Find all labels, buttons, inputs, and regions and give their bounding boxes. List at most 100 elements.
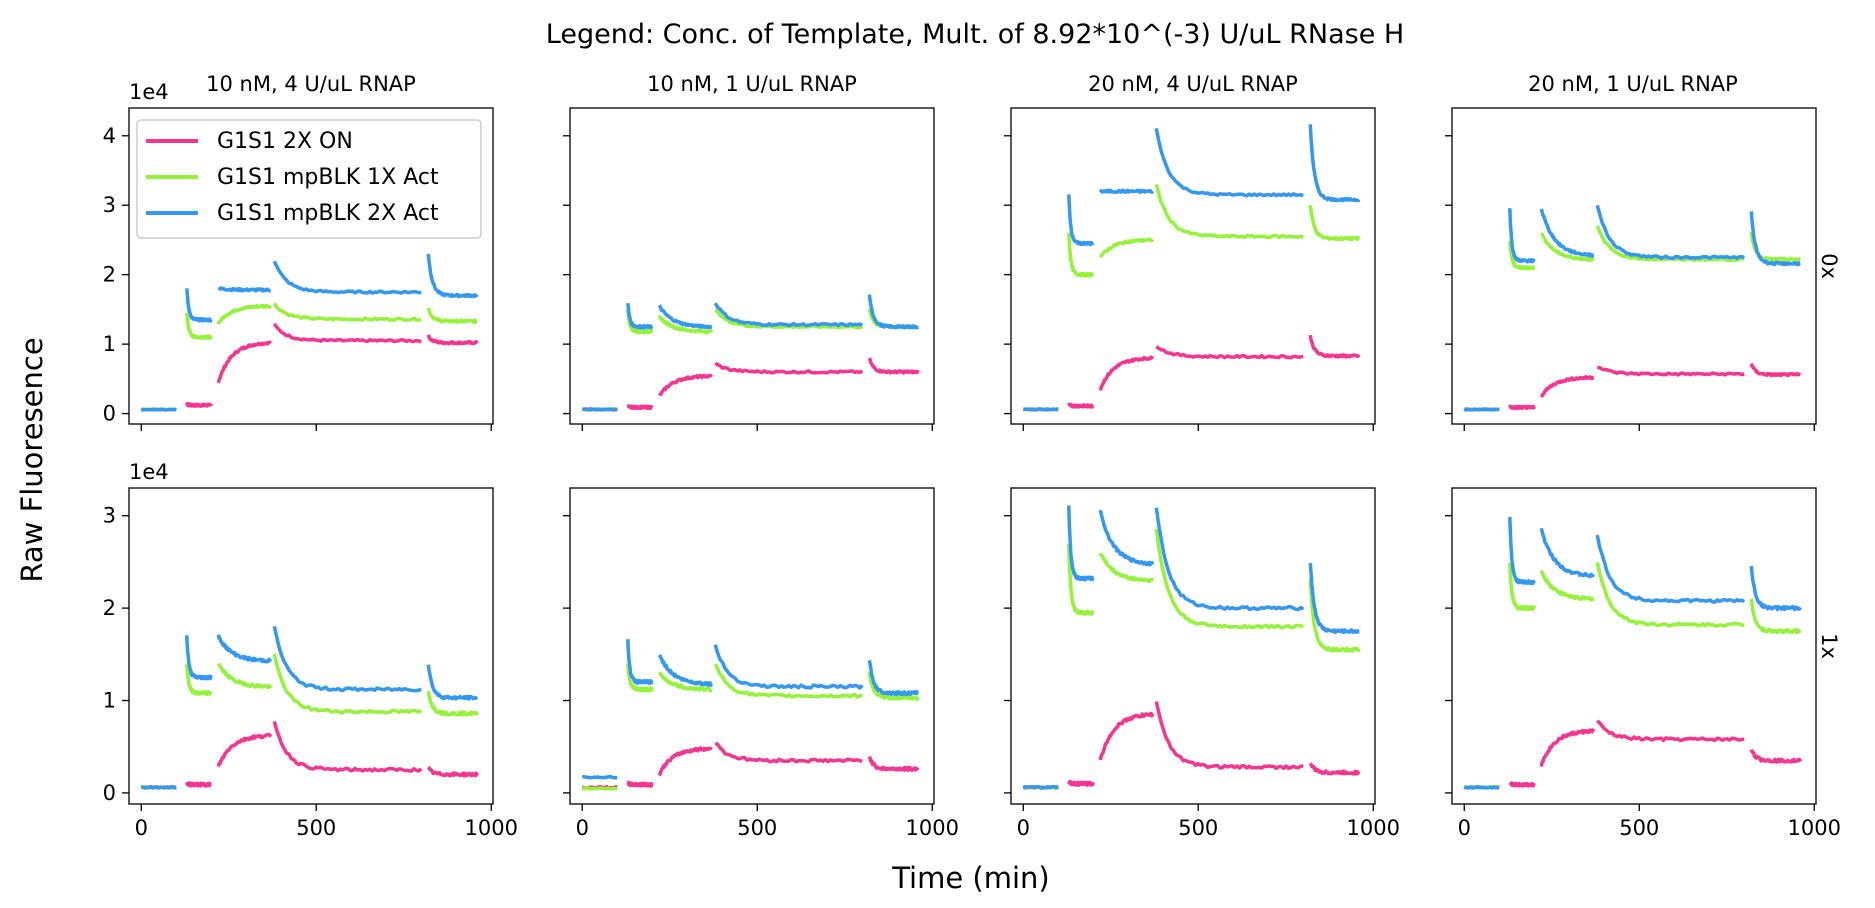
- series-line-segment: [1597, 365, 1745, 377]
- series-line-segment: [1308, 762, 1361, 776]
- series-line-segment: [185, 402, 213, 408]
- series-line-segment: [1508, 562, 1536, 612]
- series-3: [1022, 505, 1361, 790]
- series-line-segment: [714, 361, 864, 375]
- series-line-segment: [626, 308, 654, 335]
- series-line-segment: [272, 626, 422, 693]
- series-line-segment: [426, 253, 479, 299]
- offset-label-row1: 1e4: [129, 80, 169, 104]
- series-line-segment: [657, 314, 714, 335]
- series-1: [141, 720, 479, 790]
- series-line-segment: [185, 781, 213, 788]
- series-line-segment: [1022, 784, 1059, 790]
- series-line-segment: [1308, 204, 1361, 242]
- series-line-segment: [1308, 562, 1361, 635]
- subplot-frame: [128, 107, 494, 425]
- series-line-segment: [1539, 208, 1595, 258]
- series-line-segment: [272, 322, 422, 344]
- series-line-segment: [216, 303, 273, 325]
- y-tick-label: 2: [103, 263, 116, 287]
- x-tick-label: 1000: [465, 816, 518, 840]
- series-line-segment: [185, 312, 213, 340]
- subplot-r2-c3: 0 500 1000: [1004, 487, 1400, 840]
- series-line-segment: [1098, 237, 1155, 259]
- series-line-segment: [867, 357, 920, 375]
- series-line-segment: [1067, 505, 1095, 582]
- series-3: [1463, 204, 1802, 412]
- series-3: [140, 253, 479, 412]
- series-line-segment: [216, 340, 272, 384]
- legend-label-1x-act: G1S1 mpBLK 1X Act: [217, 165, 439, 190]
- x-tick-label: 500: [1178, 816, 1218, 840]
- figure-title: Legend: Conc. of Template, Mult. of 8.92…: [546, 19, 1404, 50]
- series-line-segment: [1595, 204, 1745, 261]
- legend-label-on: G1S1 2X ON: [217, 129, 353, 154]
- subplot-frame: [1010, 107, 1376, 425]
- series-line-segment: [867, 294, 920, 330]
- series-line-segment: [426, 765, 479, 778]
- series-line-segment: [714, 741, 863, 764]
- series-line-segment: [216, 732, 273, 768]
- subplot-frame: [569, 487, 935, 805]
- series-line-segment: [185, 664, 213, 697]
- series-line-segment: [1749, 598, 1802, 635]
- row-label-0x: 0x: [1817, 253, 1841, 279]
- x-tick-label: 500: [737, 816, 777, 840]
- series-line-segment: [426, 334, 479, 346]
- series-line-segment: [1067, 194, 1095, 247]
- series-line-segment: [657, 671, 714, 693]
- series-line-segment: [217, 286, 272, 293]
- series-line-segment: [1463, 407, 1500, 412]
- series-line-segment: [867, 671, 920, 701]
- offset-label-row2: 1e4: [129, 460, 169, 484]
- series-line-segment: [867, 659, 920, 697]
- series-3: [1464, 517, 1802, 790]
- series-line-segment: [713, 302, 864, 328]
- series-line-segment: [1098, 711, 1155, 761]
- series-2: [581, 663, 920, 791]
- series-line-segment: [1308, 579, 1361, 653]
- series-line-segment: [626, 639, 654, 686]
- series-line-segment: [1308, 334, 1361, 359]
- series-line-segment: [1596, 719, 1745, 743]
- series-line-segment: [1508, 404, 1536, 411]
- x-tick-label: 500: [296, 816, 336, 840]
- series-line-segment: [1508, 517, 1536, 586]
- subplot-r1-c1: 0 1 2 3 4: [103, 107, 494, 431]
- series-line-segment: [1540, 232, 1595, 262]
- series-line-segment: [272, 260, 422, 295]
- series-3: [1023, 124, 1361, 412]
- x-tick-label: 1000: [906, 816, 959, 840]
- series-line-segment: [657, 304, 713, 330]
- y-tick-label: 0: [103, 402, 116, 426]
- series-line-segment: [1098, 509, 1155, 567]
- legend: G1S1 2X ON G1S1 mpBLK 1X Act G1S1 mpBLK …: [136, 119, 482, 239]
- subplot-r2-c4: 0 500 1000: [1445, 487, 1841, 840]
- series-line-segment: [1067, 232, 1095, 278]
- col-title-3: 20 nM, 4 U/uL RNAP: [1088, 72, 1298, 96]
- series-line-segment: [216, 634, 273, 664]
- series-line-segment: [1154, 701, 1304, 771]
- series-line-segment: [272, 720, 423, 773]
- subplot-frame: [1010, 487, 1376, 805]
- series-line-segment: [1098, 355, 1155, 391]
- subplot-r1-c4: [1445, 107, 1817, 431]
- series-line-segment: [1067, 543, 1095, 616]
- x-tick-label: 500: [1619, 816, 1659, 840]
- series-line-segment: [657, 653, 714, 687]
- x-tick-label: 1000: [1347, 816, 1400, 840]
- subplot-r1-c3: [1004, 107, 1376, 431]
- series-line-segment: [626, 404, 654, 411]
- series-line-segment: [581, 786, 618, 791]
- series-line-segment: [1749, 565, 1802, 612]
- series-line-segment: [713, 644, 864, 690]
- col-title-4: 20 nM, 1 U/uL RNAP: [1528, 72, 1738, 96]
- series-line-segment: [1308, 124, 1361, 203]
- series-3: [581, 639, 920, 780]
- series-line-segment: [185, 288, 213, 323]
- series-1: [581, 357, 920, 412]
- series-line-segment: [1749, 211, 1802, 267]
- y-tick-label: 1: [103, 332, 116, 356]
- subplot-r2-c1: 0 500 1000 0 1 2 3: [103, 487, 518, 840]
